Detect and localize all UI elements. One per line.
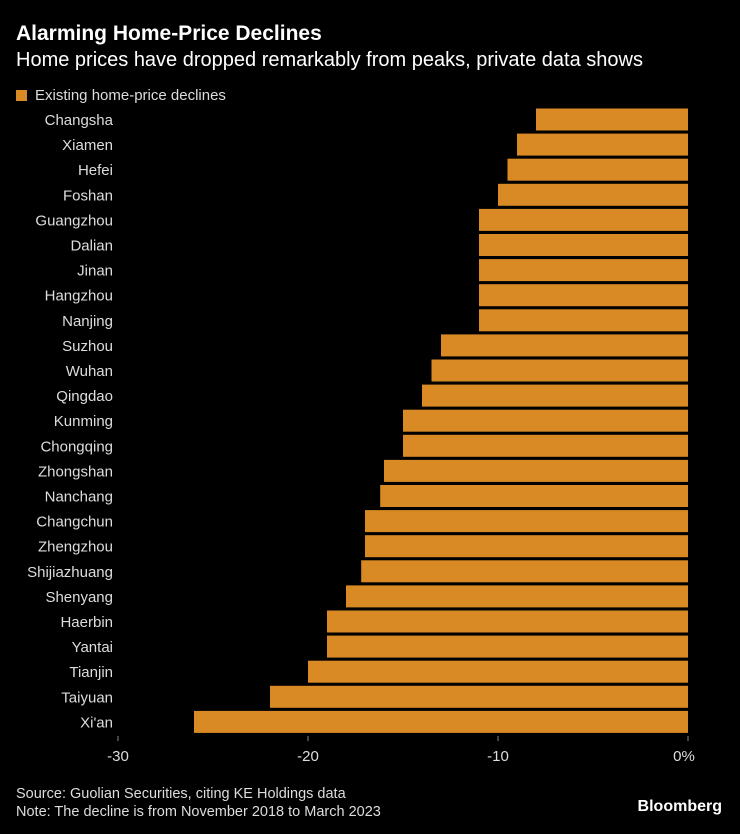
bar — [431, 359, 688, 382]
category-label: Nanjing — [62, 313, 113, 330]
bar — [327, 635, 688, 658]
source-note: Source: Guolian Securities, citing KE Ho… — [16, 786, 346, 802]
category-label: Shijiazhuang — [27, 564, 113, 581]
legend-swatch — [16, 90, 27, 101]
bar — [479, 259, 688, 282]
bar — [380, 485, 688, 507]
footer: Source: Guolian Securities, citing KE Ho… — [16, 785, 381, 821]
category-label: Changsha — [45, 112, 114, 129]
category-label: Yantai — [72, 639, 113, 656]
bar — [536, 108, 688, 131]
category-label: Haerbin — [60, 614, 113, 631]
bar — [507, 158, 688, 181]
bar — [479, 234, 688, 256]
category-label: Jinan — [77, 263, 113, 280]
category-label: Nanchang — [45, 489, 113, 506]
category-label: Hefei — [78, 162, 113, 179]
category-label: Changchun — [36, 514, 113, 531]
category-label: Zhongshan — [38, 463, 113, 480]
x-tick-label: -10 — [487, 748, 509, 765]
category-label: Zhengzhou — [38, 539, 113, 556]
category-label: Foshan — [63, 187, 113, 204]
category-label: Kunming — [54, 413, 113, 430]
category-label: Qingdao — [56, 388, 113, 405]
bar — [479, 208, 688, 231]
bar — [365, 510, 688, 533]
date-note: Note: The decline is from November 2018 … — [16, 804, 381, 820]
bar — [270, 685, 688, 708]
bar — [194, 710, 688, 733]
bar — [308, 660, 688, 683]
bar — [479, 284, 688, 307]
bar — [403, 434, 688, 457]
category-label: Taiyuan — [61, 689, 113, 706]
bar — [479, 309, 688, 332]
x-tick-label: -30 — [107, 748, 129, 765]
bar — [498, 183, 688, 206]
bloomberg-logo: Bloomberg — [637, 798, 722, 815]
chart-title: Alarming Home-Price Declines — [16, 22, 322, 45]
bar — [384, 459, 688, 482]
category-label: Xi'an — [80, 714, 113, 731]
category-label: Chongqing — [40, 438, 113, 455]
bar — [365, 535, 688, 558]
category-label: Dalian — [70, 238, 113, 255]
category-label: Suzhou — [62, 338, 113, 355]
x-tick-label: -20 — [297, 748, 319, 765]
bar — [517, 133, 688, 156]
category-label: Guangzhou — [35, 212, 113, 229]
chart-subtitle: Home prices have dropped remarkably from… — [16, 49, 643, 71]
category-label: Hangzhou — [45, 288, 113, 305]
category-label: Tianjin — [69, 664, 113, 681]
x-tick-label: 0% — [673, 748, 695, 765]
category-label: Shenyang — [45, 589, 113, 606]
legend: Existing home-price declines — [16, 87, 226, 104]
bar — [346, 585, 688, 608]
legend-label: Existing home-price declines — [35, 87, 226, 104]
bar — [327, 610, 688, 633]
category-label: Wuhan — [66, 363, 113, 380]
bar — [361, 560, 688, 583]
category-label: Xiamen — [62, 137, 113, 154]
bar — [422, 384, 688, 407]
bar — [441, 334, 688, 357]
bar — [403, 409, 688, 432]
